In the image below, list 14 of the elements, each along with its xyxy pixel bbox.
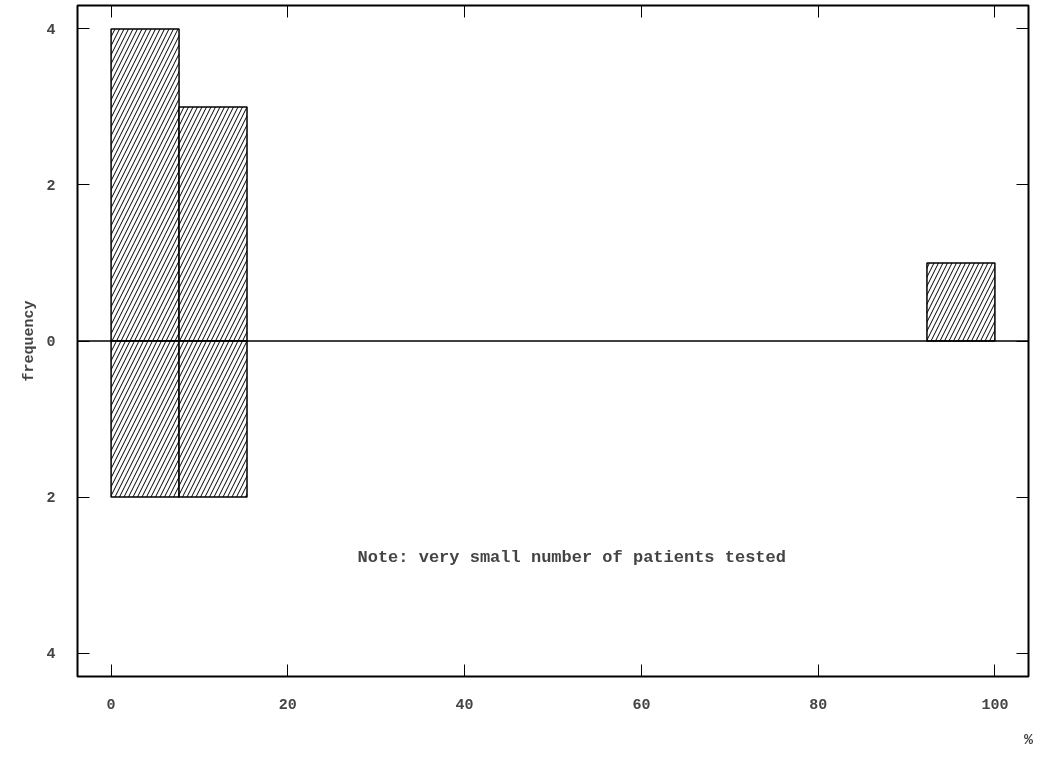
y-tick-label: 0 <box>46 334 56 351</box>
y-tick-label: 4 <box>46 646 56 664</box>
y-axis-title: frequency <box>21 300 39 382</box>
x-tick-label: 100 <box>981 696 1009 714</box>
annotation: Note: very small number of patients tested <box>357 548 786 568</box>
y-tick-label: 2 <box>46 177 56 195</box>
x-tick-label: 60 <box>632 696 651 714</box>
x-tick-label: 0 <box>106 696 116 714</box>
x-tick-label: 80 <box>809 696 828 714</box>
x-axis-title: % <box>1024 731 1034 749</box>
y-tick-label: 4 <box>46 21 56 39</box>
y-tick-label: 2 <box>46 490 56 508</box>
x-tick-label: 40 <box>455 696 474 714</box>
x-tick-label: 20 <box>278 696 297 714</box>
